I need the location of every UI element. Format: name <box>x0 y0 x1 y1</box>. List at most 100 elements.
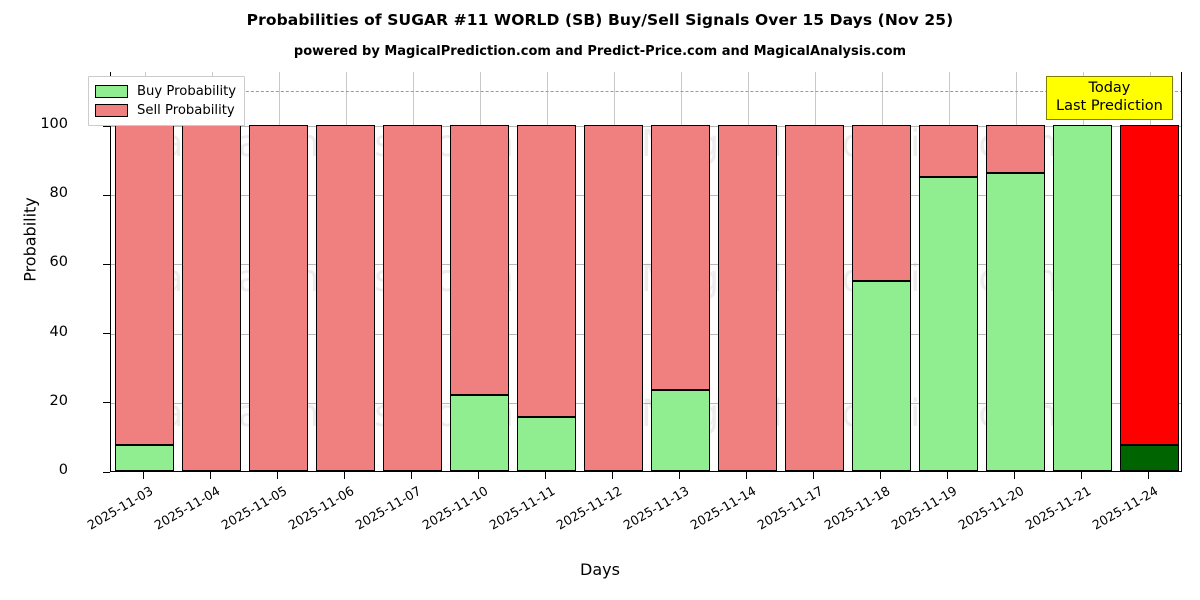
x-tick-label: 2025-11-13 <box>620 483 691 533</box>
x-tick-label: 2025-11-03 <box>84 483 155 533</box>
y-tick-label: 60 <box>49 254 68 271</box>
x-tick-label: 2025-11-11 <box>486 483 557 533</box>
bar-segment-sell[interactable] <box>315 125 376 471</box>
bar-segment-sell[interactable] <box>717 125 778 471</box>
x-tick-label: 2025-11-04 <box>151 483 222 533</box>
bar-segment-sell[interactable] <box>449 125 510 395</box>
x-tick-label: 2025-11-19 <box>888 483 959 533</box>
bar[interactable] <box>1052 72 1113 471</box>
y-tick-mark <box>103 194 110 196</box>
x-tick-mark <box>746 472 748 479</box>
bar[interactable] <box>784 72 845 471</box>
legend-swatch-icon <box>95 85 128 98</box>
bar-segment-sell[interactable] <box>516 125 577 418</box>
legend-item[interactable]: Sell Probability <box>95 101 236 120</box>
top-dashed-reference-line <box>111 91 1181 92</box>
bar[interactable] <box>382 72 443 471</box>
gridline-horizontal <box>111 333 1181 335</box>
page-title: Probabilities of SUGAR #11 WORLD (SB) Bu… <box>246 11 954 29</box>
y-tick-label: 100 <box>40 116 68 132</box>
x-tick-mark <box>679 472 681 479</box>
x-tick-label: 2025-11-21 <box>1022 483 1093 533</box>
y-tick-mark <box>103 263 110 266</box>
bar[interactable] <box>851 72 912 471</box>
gridline-horizontal <box>111 195 1181 197</box>
gridline-horizontal <box>111 402 1181 404</box>
bar-segment-buy[interactable] <box>114 445 175 471</box>
bar-segment-sell[interactable] <box>382 125 443 471</box>
bar[interactable] <box>583 72 644 471</box>
y-axis-label: Probability <box>20 197 40 282</box>
bar-segment-sell[interactable] <box>181 125 242 471</box>
x-tick-mark <box>478 472 480 479</box>
bar-segment-buy[interactable] <box>851 280 912 471</box>
gridline-horizontal <box>111 264 1181 266</box>
bar-segment-buy[interactable] <box>449 394 510 471</box>
bar-segment-sell[interactable] <box>650 125 711 390</box>
x-tick-mark <box>612 472 614 479</box>
bar-today[interactable] <box>1119 72 1180 471</box>
y-tick-mark <box>103 125 110 127</box>
x-tick-mark <box>813 472 815 479</box>
bar-segment-buy[interactable] <box>1052 125 1113 471</box>
x-tick-label: 2025-11-17 <box>754 483 825 533</box>
bar[interactable] <box>114 72 175 471</box>
bar-segment-sell[interactable] <box>1119 125 1180 446</box>
bar-segment-buy[interactable] <box>650 389 711 471</box>
chart-subtitle: powered by MagicalPrediction.com and Pre… <box>293 44 907 59</box>
bar-segment-buy[interactable] <box>1119 445 1180 471</box>
bar[interactable] <box>248 72 309 471</box>
x-tick-label: 2025-11-07 <box>352 483 423 533</box>
x-tick-mark <box>210 472 212 479</box>
x-tick-label: 2025-11-06 <box>285 483 356 533</box>
chart-legend: Buy Probability Sell Probability <box>88 76 246 126</box>
bar-segment-sell[interactable] <box>784 125 845 471</box>
bar[interactable] <box>918 72 979 471</box>
y-tick-mark <box>103 402 110 404</box>
y-tick-label: 80 <box>49 185 68 202</box>
bar-segment-sell[interactable] <box>248 125 309 471</box>
x-tick-mark <box>1014 472 1016 479</box>
bar-segment-buy[interactable] <box>985 173 1046 471</box>
x-tick-mark <box>545 472 547 479</box>
bar[interactable] <box>650 72 711 471</box>
bar[interactable] <box>985 72 1046 471</box>
bar-segment-sell[interactable] <box>851 125 912 281</box>
y-tick-mark <box>103 333 110 335</box>
bar-segment-sell[interactable] <box>114 125 175 446</box>
x-axis-label: Days <box>580 560 620 579</box>
x-tick-mark <box>880 472 882 479</box>
plot-area: MagicalAnalysis.comMagicalPrediction.com… <box>110 72 1182 472</box>
x-tick-label: 2025-11-14 <box>687 483 758 533</box>
bar-segment-sell[interactable] <box>985 125 1046 174</box>
y-tick-label: 0 <box>58 462 68 478</box>
x-tick-label: 2025-11-05 <box>218 483 289 533</box>
x-tick-mark <box>947 472 949 479</box>
bar[interactable] <box>516 72 577 471</box>
x-tick-mark <box>411 472 413 479</box>
bar-segment-sell[interactable] <box>583 125 644 471</box>
legend-label: Buy Probability <box>137 84 237 99</box>
bar-segment-buy[interactable] <box>516 417 577 471</box>
x-tick-mark <box>143 472 145 479</box>
x-tick-label: 2025-11-12 <box>553 483 624 533</box>
today-annotation: Today Last Prediction <box>1046 76 1173 121</box>
x-tick-mark <box>277 472 279 479</box>
x-tick-label: 2025-11-18 <box>821 483 892 533</box>
legend-swatch-icon <box>95 104 128 117</box>
y-tick-mark <box>103 471 110 473</box>
x-tick-label: 2025-11-20 <box>955 483 1026 533</box>
bar[interactable] <box>717 72 778 471</box>
bar[interactable] <box>181 72 242 471</box>
bar-segment-buy[interactable] <box>918 176 979 471</box>
gridline-horizontal <box>111 126 1181 127</box>
bar[interactable] <box>449 72 510 471</box>
legend-label: Sell Probability <box>137 103 235 118</box>
today-annotation-line1: Today <box>1088 80 1131 96</box>
bar-segment-sell[interactable] <box>918 125 979 177</box>
bar[interactable] <box>315 72 376 471</box>
legend-item[interactable]: Buy Probability <box>95 82 236 101</box>
today-annotation-line2: Last Prediction <box>1056 97 1163 114</box>
y-tick-label: 40 <box>49 323 68 340</box>
